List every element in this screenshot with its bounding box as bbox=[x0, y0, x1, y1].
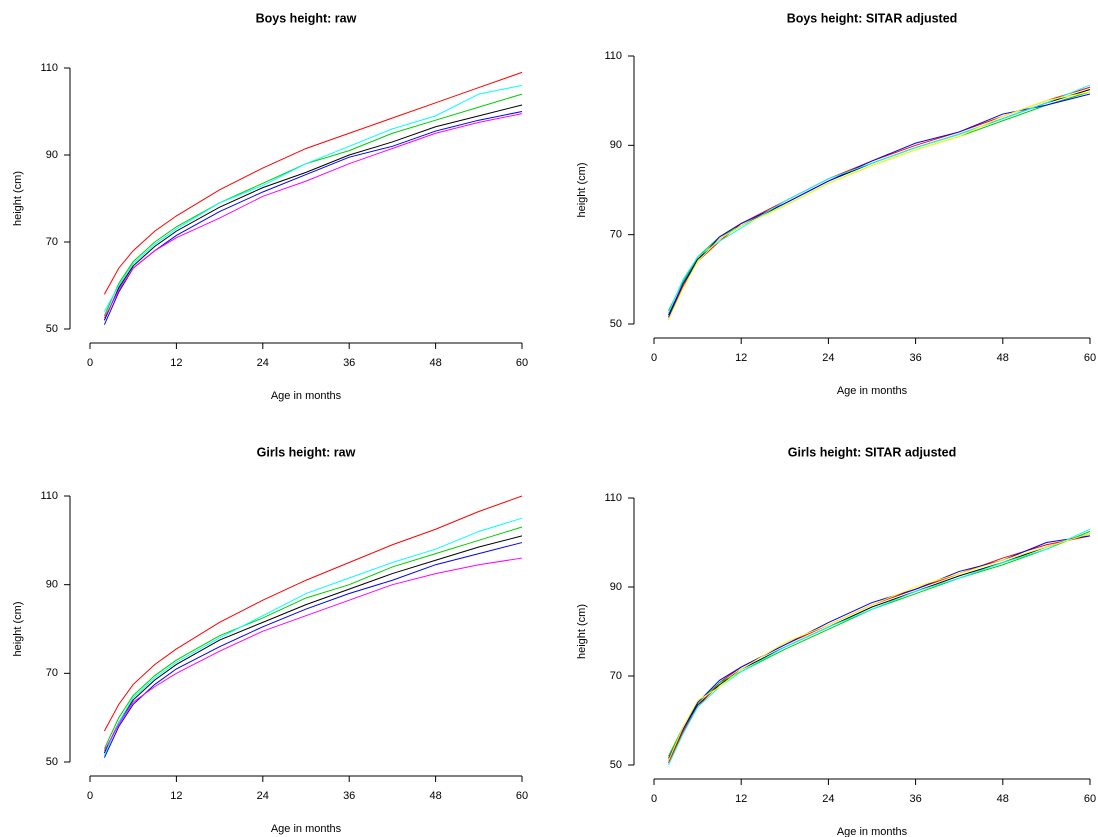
series-line bbox=[103, 517, 523, 756]
y-tick-label: 90 bbox=[610, 139, 622, 151]
x-axis-label: Age in months bbox=[271, 390, 342, 402]
series-line bbox=[103, 111, 523, 325]
y-tick-label: 90 bbox=[46, 579, 58, 591]
y-tick-label: 50 bbox=[610, 318, 622, 330]
series-line bbox=[668, 533, 1091, 761]
x-tick-label: 36 bbox=[343, 357, 355, 369]
y-tick-label: 50 bbox=[610, 759, 622, 771]
series-line bbox=[103, 542, 523, 758]
chart-title: Boys height: SITAR adjusted bbox=[787, 11, 958, 25]
y-tick-label: 50 bbox=[46, 756, 58, 768]
series-line bbox=[103, 93, 523, 317]
x-tick-label: 36 bbox=[343, 790, 355, 802]
chart-title: Girls height: SITAR adjusted bbox=[788, 445, 957, 459]
y-tick-label: 90 bbox=[46, 149, 58, 161]
y-axis-label: height (cm) bbox=[12, 171, 24, 226]
series-line bbox=[668, 535, 1091, 759]
x-tick-label: 0 bbox=[651, 352, 657, 364]
series-line bbox=[668, 86, 1091, 320]
y-tick-label: 110 bbox=[604, 50, 622, 62]
x-tick-label: 24 bbox=[257, 790, 269, 802]
y-axis-label: height (cm) bbox=[576, 604, 588, 659]
chart-title: Girls height: raw bbox=[257, 445, 356, 459]
x-tick-label: 0 bbox=[87, 790, 93, 802]
series-line bbox=[103, 71, 523, 295]
series-line bbox=[103, 557, 523, 752]
x-axis-label: Age in months bbox=[837, 385, 908, 397]
series-line bbox=[103, 526, 523, 749]
x-tick-label: 0 bbox=[651, 793, 657, 805]
x-tick-label: 60 bbox=[516, 357, 528, 369]
series-line bbox=[103, 495, 523, 732]
y-tick-label: 70 bbox=[610, 229, 622, 241]
series-line bbox=[103, 113, 523, 319]
series-line bbox=[103, 84, 523, 312]
x-tick-label: 60 bbox=[1084, 793, 1096, 805]
x-tick-label: 0 bbox=[87, 357, 93, 369]
series-line bbox=[668, 530, 1091, 757]
y-tick-label: 110 bbox=[40, 490, 58, 502]
x-tick-label: 12 bbox=[735, 793, 747, 805]
x-tick-label: 48 bbox=[997, 793, 1009, 805]
x-tick-label: 60 bbox=[1084, 352, 1096, 364]
x-tick-label: 48 bbox=[429, 790, 441, 802]
series-line bbox=[668, 91, 1091, 311]
y-axis-label: height (cm) bbox=[12, 601, 24, 656]
series-line bbox=[668, 528, 1091, 766]
y-axis-label: height (cm) bbox=[576, 162, 588, 217]
y-tick-label: 110 bbox=[604, 492, 622, 504]
x-tick-label: 60 bbox=[516, 790, 528, 802]
x-tick-label: 12 bbox=[170, 357, 182, 369]
series-line bbox=[668, 91, 1091, 320]
series-line bbox=[103, 535, 523, 754]
x-axis-label: Age in months bbox=[271, 823, 342, 835]
x-tick-label: 12 bbox=[735, 352, 747, 364]
x-tick-label: 24 bbox=[257, 357, 269, 369]
x-axis-label: Age in months bbox=[837, 826, 908, 837]
x-tick-label: 24 bbox=[822, 793, 834, 805]
series-line bbox=[668, 84, 1091, 314]
series-line bbox=[668, 535, 1091, 763]
y-tick-label: 50 bbox=[46, 323, 58, 335]
x-tick-label: 36 bbox=[909, 793, 921, 805]
x-tick-label: 36 bbox=[909, 352, 921, 364]
series-line bbox=[103, 104, 523, 321]
y-tick-label: 70 bbox=[610, 670, 622, 682]
y-tick-label: 70 bbox=[46, 667, 58, 679]
series-line bbox=[668, 533, 1091, 761]
series-line bbox=[668, 93, 1091, 318]
x-tick-label: 24 bbox=[822, 352, 834, 364]
y-tick-label: 90 bbox=[610, 581, 622, 593]
y-tick-label: 70 bbox=[46, 236, 58, 248]
x-tick-label: 12 bbox=[170, 790, 182, 802]
y-tick-label: 110 bbox=[40, 62, 58, 74]
series-line bbox=[668, 89, 1091, 316]
x-tick-label: 48 bbox=[997, 352, 1009, 364]
chart-title: Boys height: raw bbox=[256, 11, 357, 25]
x-tick-label: 48 bbox=[429, 357, 441, 369]
